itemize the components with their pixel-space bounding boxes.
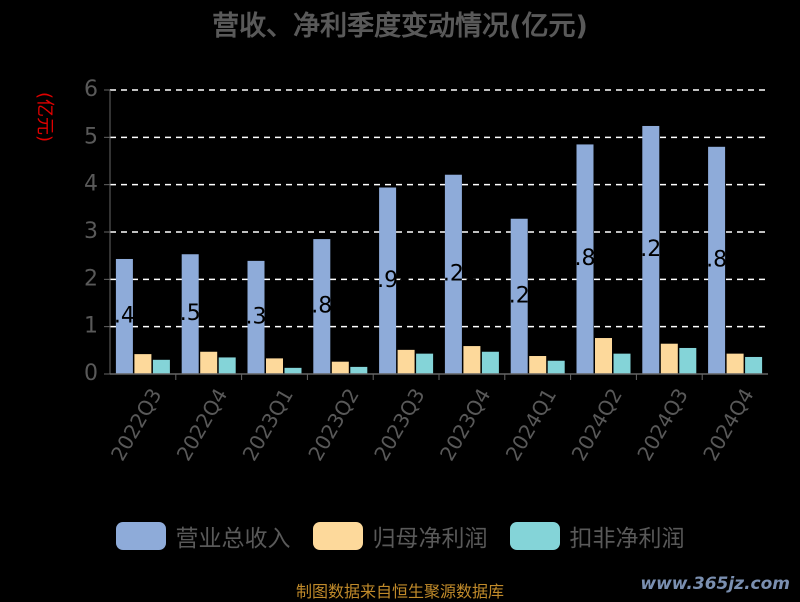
watermark: www.365jz.com — [640, 574, 790, 594]
data-label: 3.94 — [363, 268, 412, 293]
gridlines — [110, 89, 768, 328]
bar — [266, 358, 283, 374]
y-tick-label: 3 — [84, 219, 98, 244]
bar — [115, 258, 133, 374]
y-axis-label: (亿元) — [34, 92, 55, 142]
x-axis-ticks: 2022Q3 2022Q4 2023Q1 2023Q2 2023Q3 2023Q4 2024… — [106, 374, 759, 465]
bar — [481, 351, 499, 374]
bar — [416, 353, 434, 374]
data-label: 5.24 — [626, 237, 675, 262]
bar — [134, 354, 152, 374]
bar — [510, 218, 528, 374]
data-label: 4.80 — [692, 247, 741, 272]
bar — [529, 356, 547, 374]
x-tick-label: 2023Q1 — [238, 384, 298, 465]
y-tick-label: 1 — [84, 314, 98, 339]
data-label: 2.53 — [166, 301, 215, 326]
bar — [379, 187, 397, 374]
bar — [708, 146, 726, 374]
legend-swatch-net-profit — [312, 522, 363, 550]
x-tick-label: 2022Q4 — [172, 384, 232, 465]
bar — [200, 351, 218, 374]
x-tick-label: 2023Q4 — [435, 384, 495, 465]
legend-item-net-profit[interactable]: 归母净利润 — [312, 519, 488, 553]
y-tick-label: 5 — [84, 124, 98, 149]
bar — [181, 254, 199, 374]
data-label: 4.85 — [561, 246, 610, 271]
data-label: 4.21 — [429, 261, 478, 286]
x-tick-label: 2022Q3 — [106, 384, 166, 465]
legend: 营业总收入 归母净利润 扣非净利润 — [0, 519, 800, 553]
bar — [284, 367, 302, 374]
x-tick-label: 2024Q3 — [632, 384, 692, 465]
bar — [463, 346, 481, 374]
data-label: 2.39 — [232, 304, 281, 329]
bar — [152, 359, 170, 374]
bar — [642, 125, 660, 375]
bar — [745, 356, 763, 374]
legend-swatch-deducted-profit — [509, 522, 560, 550]
x-tick-label: 2024Q4 — [698, 384, 758, 465]
x-tick-label: 2023Q3 — [369, 384, 429, 465]
bar — [547, 360, 565, 374]
legend-label-deducted-profit: 扣非净利润 — [569, 526, 685, 552]
x-tick-label: 2024Q2 — [567, 384, 627, 465]
bar — [397, 349, 415, 374]
data-label: 3.28 — [495, 283, 544, 308]
bar — [595, 338, 612, 374]
legend-label-revenue: 营业总收入 — [175, 526, 291, 552]
bar — [218, 357, 236, 374]
chart-title: 营收、净利季度变动情况(亿元) — [212, 11, 588, 42]
bar — [679, 347, 697, 374]
y-tick-label: 6 — [84, 77, 98, 102]
value-labels: 2.43 2.53 2.39 2.85 3.94 4.21 3.28 4.85 5.24 4.80 — [100, 237, 741, 329]
legend-item-deducted-profit[interactable]: 扣非净利润 — [509, 519, 685, 553]
y-tick-label: 2 — [84, 266, 98, 291]
source-note: 制图数据来自恒生聚源数据库 — [295, 582, 504, 601]
data-label: 2.43 — [100, 303, 149, 328]
bar — [444, 174, 462, 374]
y-tick-label: 0 — [84, 361, 98, 386]
bar — [247, 260, 265, 374]
bars — [115, 125, 763, 375]
bar — [613, 353, 631, 374]
bar — [331, 361, 349, 374]
bar — [576, 144, 594, 374]
legend-swatch-revenue — [115, 522, 166, 550]
data-label: 2.85 — [297, 294, 346, 319]
bar — [350, 366, 368, 374]
legend-item-revenue[interactable]: 营业总收入 — [115, 519, 291, 553]
bar — [660, 343, 678, 374]
y-axis-ticks: 0 1 2 3 4 5 6 — [84, 77, 110, 386]
y-tick-label: 4 — [84, 172, 98, 197]
legend-label-net-profit: 归母净利润 — [372, 526, 488, 552]
bar — [313, 239, 331, 374]
bar — [726, 353, 744, 374]
x-tick-label: 2024Q1 — [501, 384, 561, 465]
x-tick-label: 2023Q2 — [303, 384, 363, 465]
